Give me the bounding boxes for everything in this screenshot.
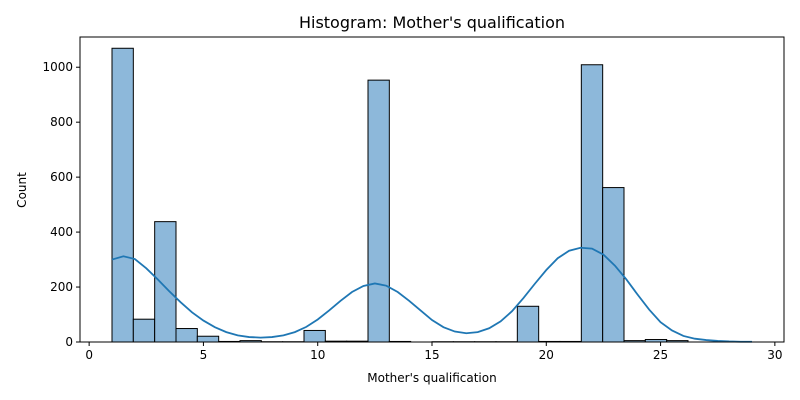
histogram-bar-22 [580, 64, 604, 343]
y-tick-label: 400 [50, 225, 73, 239]
x-tick-label: 5 [200, 348, 208, 362]
histogram-bars [111, 47, 689, 343]
x-tick-label: 0 [85, 348, 93, 362]
x-axis-label: Mother's qualification [367, 371, 496, 385]
x-tick-label: 15 [424, 348, 439, 362]
y-axis-ticks: 0 200 400 600 800 1000 [42, 60, 80, 349]
y-tick-label: 200 [50, 280, 73, 294]
histogram-bar-2 [154, 221, 177, 343]
y-tick-label: 1000 [42, 60, 73, 74]
kde-curve [111, 246, 752, 343]
histogram-bar-9 [303, 329, 326, 343]
x-tick-label: 30 [767, 348, 782, 362]
histogram-bar-19 [516, 305, 540, 343]
histogram-bar-12 [367, 79, 390, 343]
plot-frame [79, 36, 785, 343]
x-axis-ticks: 0 5 10 15 20 25 30 [85, 342, 782, 362]
y-tick-label: 600 [50, 170, 73, 184]
histogram-bar-1 [132, 318, 156, 343]
y-tick-label: 800 [50, 115, 73, 129]
histogram-bar-4 [196, 335, 220, 343]
y-axis-label: Count [15, 172, 29, 208]
y-tick-label: 0 [65, 335, 73, 349]
chart-title: Histogram: Mother's qualification [299, 13, 565, 32]
x-tick-label: 10 [310, 348, 325, 362]
x-tick-label: 25 [653, 348, 668, 362]
x-tick-label: 20 [539, 348, 554, 362]
histogram-bar-0 [111, 47, 134, 343]
histogram-bar-3 [175, 328, 198, 343]
